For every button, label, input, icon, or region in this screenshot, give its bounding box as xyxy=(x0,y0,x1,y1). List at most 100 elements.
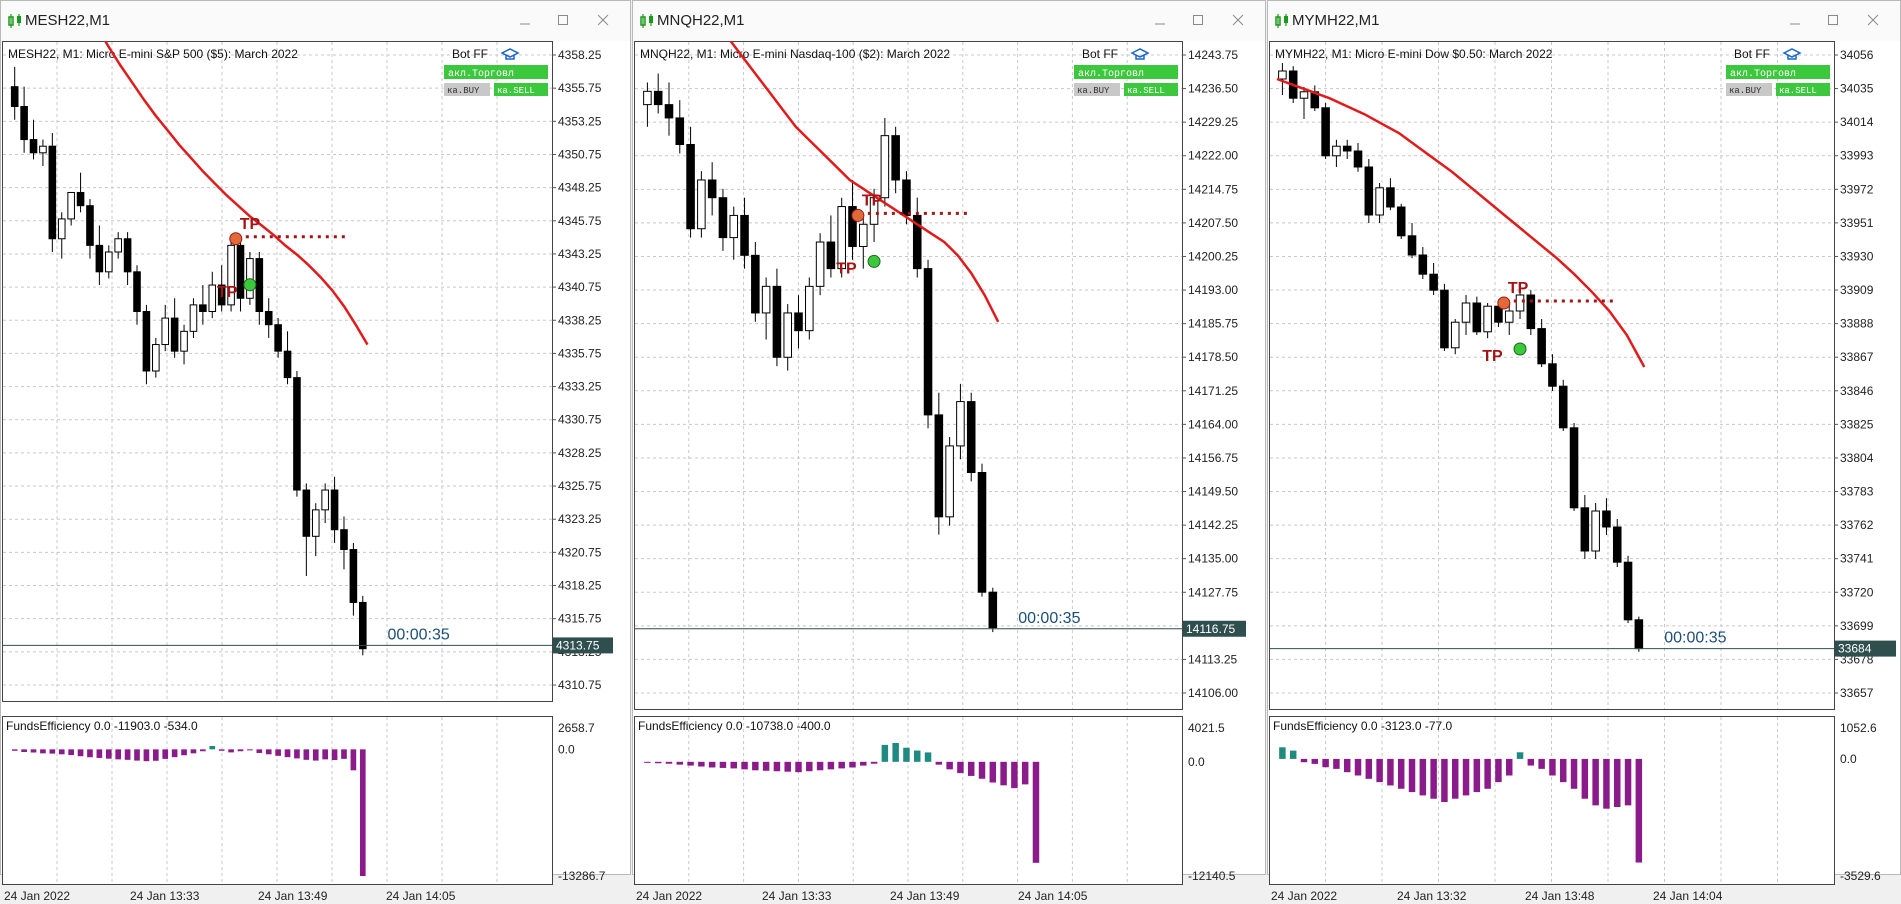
minimize-button[interactable] xyxy=(1145,9,1175,33)
window-titlebar[interactable]: MNQH22,M1 xyxy=(633,1,1265,41)
window-titlebar[interactable]: MESH22,M1 xyxy=(1,1,630,41)
indicator-bar xyxy=(1300,758,1308,763)
candle-body xyxy=(152,344,160,372)
candle-body xyxy=(1407,235,1417,256)
close-button[interactable] xyxy=(588,9,618,33)
indicator-label: FundsEfficiency 0.0 -10738.0 -400.0 xyxy=(638,719,831,733)
candle-body xyxy=(1472,302,1482,333)
candle-body xyxy=(264,310,273,326)
indicator-bar xyxy=(96,749,103,758)
candle-body xyxy=(805,285,814,332)
chart-svg[interactable]: 4358.25 4355.75 4353.25 4350.75 4348.25 4345.… xyxy=(2,41,614,904)
last-price-tag xyxy=(1835,640,1896,657)
indicator-bar xyxy=(967,761,975,776)
bar-timer: 00:00:35 xyxy=(1018,610,1080,627)
indicator-bar xyxy=(1354,758,1362,776)
price-tick-label: 14127.75 xyxy=(1188,585,1238,599)
indicator-bar xyxy=(1376,758,1383,783)
candle-body xyxy=(740,214,749,256)
candle-body xyxy=(1461,302,1471,323)
indicator-bar xyxy=(1408,758,1416,793)
price-tick-label: 14178.50 xyxy=(1188,350,1238,364)
candle-body xyxy=(208,284,217,312)
time-axis-label: 24 Jan 14:04 xyxy=(1653,889,1723,903)
maximize-button[interactable] xyxy=(548,9,578,33)
indicator-bar xyxy=(708,761,716,768)
candle-body xyxy=(1332,145,1341,157)
indicator-bar xyxy=(1289,750,1297,759)
minimize-button[interactable] xyxy=(1780,9,1810,33)
indicator-bar xyxy=(359,749,366,876)
indicator-bar xyxy=(1495,758,1502,783)
candle-body xyxy=(1504,310,1514,323)
chart-window-3[interactable]: MYMH22,M1 34056 34035 34014 33993 33972 33951… xyxy=(1267,0,1901,903)
candle-body xyxy=(686,144,695,230)
maximize-button[interactable] xyxy=(1818,9,1848,33)
indicator-bar xyxy=(200,749,206,752)
indicator-bar xyxy=(946,761,953,770)
candle-body xyxy=(76,191,85,207)
chart-svg[interactable]: 14243.75 14236.50 14229.25 14222.00 14214.75… xyxy=(634,41,1247,904)
indicator-bar xyxy=(1430,758,1437,799)
last-price-tag xyxy=(1183,620,1246,637)
time-axis-label: 24 Jan 2022 xyxy=(636,889,702,903)
candle-body xyxy=(783,312,792,358)
indicator-bar xyxy=(870,761,878,764)
price-tick-label: 4338.25 xyxy=(558,313,602,327)
indicator-bar xyxy=(162,749,169,759)
indicator-bar xyxy=(265,749,272,755)
price-tick-label: 14229.25 xyxy=(1188,115,1238,129)
candle-body xyxy=(1623,561,1633,621)
order-icon xyxy=(867,254,881,268)
price-tick-label: 4310.75 xyxy=(558,678,602,692)
chart-header: MNQH22, M1: Micro E-mini Nasdaq-100 ($2)… xyxy=(640,47,950,61)
indicator-bar xyxy=(1603,758,1610,809)
badge-sell-label: ка.SELL xyxy=(1779,86,1817,96)
chart-area[interactable]: 14243.75 14236.50 14229.25 14222.00 14214.75… xyxy=(634,41,1264,903)
indicator-bar xyxy=(303,749,310,760)
price-tick-label: 14156.75 xyxy=(1188,451,1238,465)
indicator-bar xyxy=(68,749,74,756)
indicator-bar xyxy=(784,761,791,772)
indicator-bar xyxy=(256,749,263,753)
candle-body xyxy=(718,197,728,239)
window-titlebar[interactable]: MYMH22,M1 xyxy=(1268,1,1900,41)
close-button[interactable] xyxy=(1858,9,1888,33)
candle-body xyxy=(729,214,739,239)
price-tick-label: 33972 xyxy=(1840,182,1874,196)
chart-area[interactable]: 4358.25 4355.75 4353.25 4350.75 4348.25 4345.… xyxy=(2,41,629,903)
price-tick-label: 4315.75 xyxy=(558,612,602,626)
price-tick-label: 4330.75 xyxy=(558,413,602,427)
chart-window-2[interactable]: MNQH22,M1 14243.75 14236.50 14229.25 14222.… xyxy=(632,0,1266,903)
candle-body xyxy=(227,244,235,306)
indicator-bar xyxy=(903,747,910,762)
indicator-bar xyxy=(1538,758,1545,769)
chart-window-1[interactable]: MESH22,M1 4358.25 4355.75 4353.25 4350.75 43… xyxy=(0,0,631,903)
chart-svg[interactable]: 34056 34035 34014 33993 33972 33951 33930 33909… xyxy=(1269,41,1897,904)
indicator-bar xyxy=(58,749,65,755)
minimize-button[interactable] xyxy=(510,9,540,33)
indicator-bar xyxy=(115,749,122,760)
bot-label: Bot FF xyxy=(1082,47,1118,61)
indicator-tick-label: 0.0 xyxy=(558,742,575,756)
candle-body xyxy=(1515,294,1525,312)
indicator-bar xyxy=(21,749,27,753)
price-tick-label: 33888 xyxy=(1840,317,1874,331)
price-tick-label: 33951 xyxy=(1840,216,1874,230)
moving-average-line xyxy=(729,41,1000,323)
candle-body xyxy=(1602,510,1611,528)
chart-area[interactable]: 34056 34035 34014 33993 33972 33951 33930 33909… xyxy=(1269,41,1899,903)
time-axis-label: 24 Jan 2022 xyxy=(4,889,70,903)
moving-average-line xyxy=(103,41,369,346)
tp-marker-label: TP xyxy=(862,192,883,209)
indicator-bar xyxy=(914,750,921,762)
close-button[interactable] xyxy=(1223,9,1253,33)
indicator-bar xyxy=(1279,747,1286,759)
indicator-bar xyxy=(143,749,150,762)
indicator-bar xyxy=(1581,758,1589,799)
maximize-button[interactable] xyxy=(1183,9,1213,33)
candle-body xyxy=(1375,187,1384,216)
indicator-bar xyxy=(30,749,37,753)
indicator-bar xyxy=(816,761,824,771)
time-axis-label: 24 Jan 13:49 xyxy=(890,889,960,903)
